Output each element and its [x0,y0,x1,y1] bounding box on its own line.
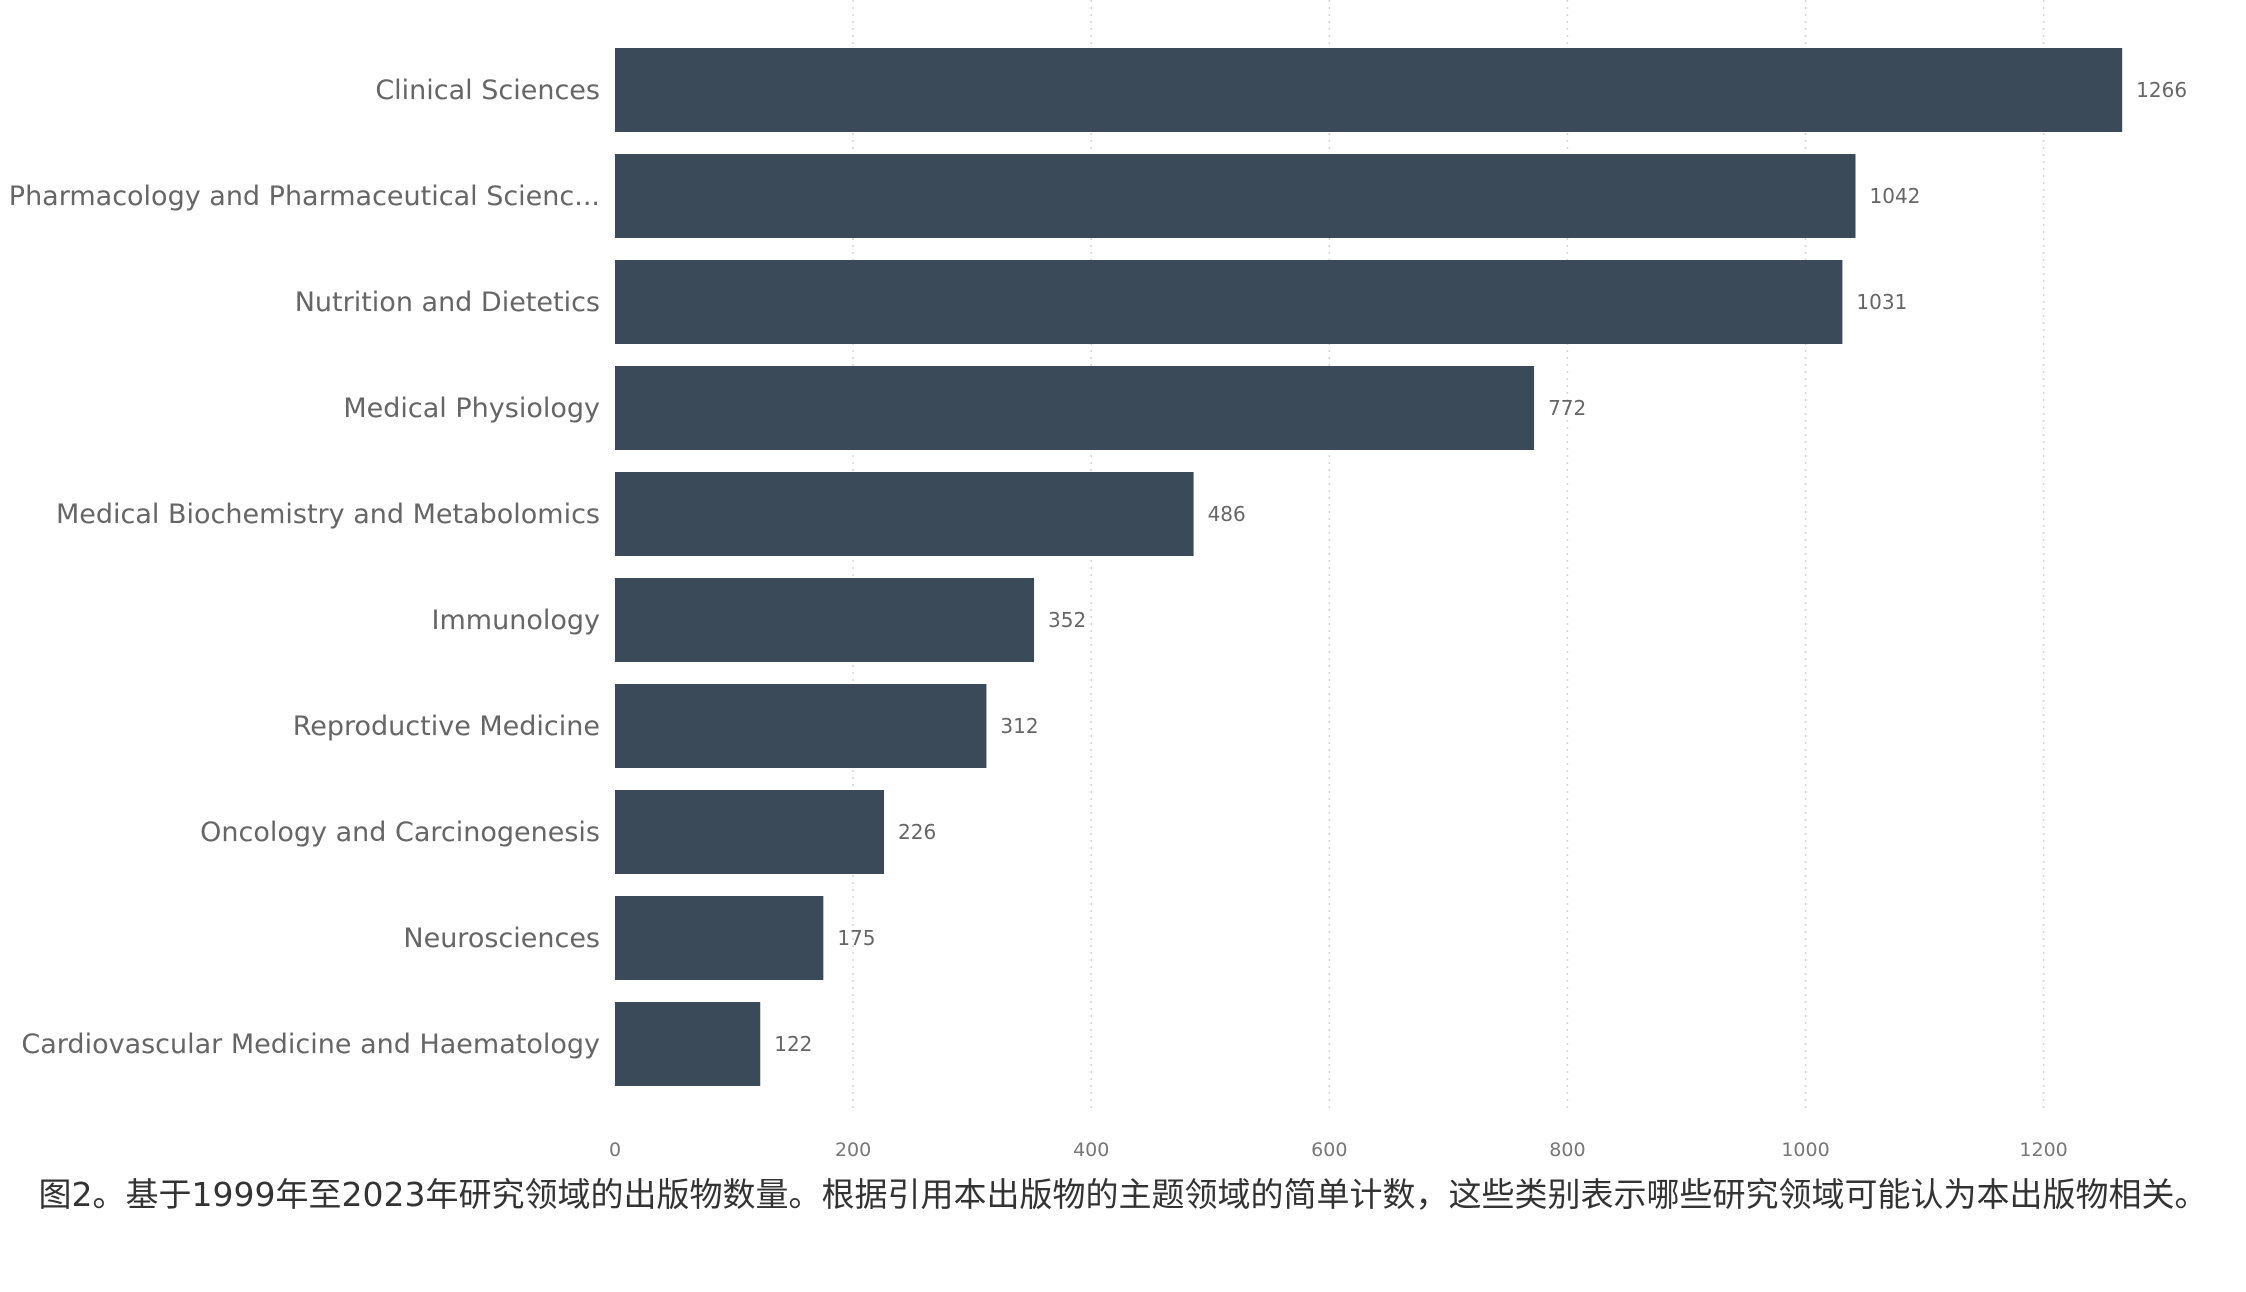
figure-caption: 图2。基于1999年至2023年研究领域的出版物数量。根据引用本出版物的主题领域… [38,1175,2208,1214]
labels: Clinical Sciences 1266 Pharmacology and Ph… [9,75,2187,1060]
value-label-2: 1042 [1870,184,1921,208]
x-tick-label-0: 0 [609,1139,621,1160]
category-label-3: Nutrition and Dietetics [295,287,600,318]
category-label-6: Immunology [432,605,600,636]
bar-5 [615,472,1194,556]
bar-2 [615,154,1856,238]
value-label-5: 486 [1208,502,1246,526]
bar-6 [615,578,1035,662]
x-tick-label-400: 400 [1073,1139,1109,1160]
category-label-10: Cardiovascular Medicine and Haematology [21,1029,600,1060]
category-label-5: Medical Biochemistry and Metabolomics [56,499,600,530]
category-label-2: Pharmacology and Pharmaceutical Scienc..… [9,181,600,212]
bar-3 [615,260,1843,344]
category-label-9: Neurosciences [403,923,600,954]
value-label-4: 772 [1548,396,1586,420]
value-label-10: 122 [774,1032,812,1056]
value-label-7: 312 [1000,714,1038,738]
x-tick-label-800: 800 [1549,1139,1585,1160]
bar-4 [615,366,1535,450]
value-label-3: 1031 [1856,290,1907,314]
bar-chart: Clinical Sciences 1266 Pharmacology and Ph… [9,0,2187,1160]
category-label-7: Reproductive Medicine [293,711,600,742]
bar-8 [615,790,885,874]
x-tick-label-1000: 1000 [1781,1139,1829,1160]
x-tick-label-1200: 1200 [2019,1139,2067,1160]
category-label-8: Oncology and Carcinogenesis [200,817,600,848]
x-axis-ticks: 0 200 400 600 800 1000 1200 [609,1139,2068,1160]
value-label-1: 1266 [2136,78,2187,102]
category-label-1: Clinical Sciences [375,75,600,106]
value-label-8: 226 [898,820,936,844]
bar-1 [615,48,2123,132]
bar-7 [615,684,987,768]
bar-9 [615,896,824,980]
x-tick-label-600: 600 [1311,1139,1347,1160]
category-label-4: Medical Physiology [343,393,600,424]
bars [615,48,2123,1086]
x-tick-label-200: 200 [835,1139,871,1160]
value-label-6: 352 [1048,608,1086,632]
value-label-9: 175 [837,926,875,950]
bar-10 [615,1002,761,1086]
